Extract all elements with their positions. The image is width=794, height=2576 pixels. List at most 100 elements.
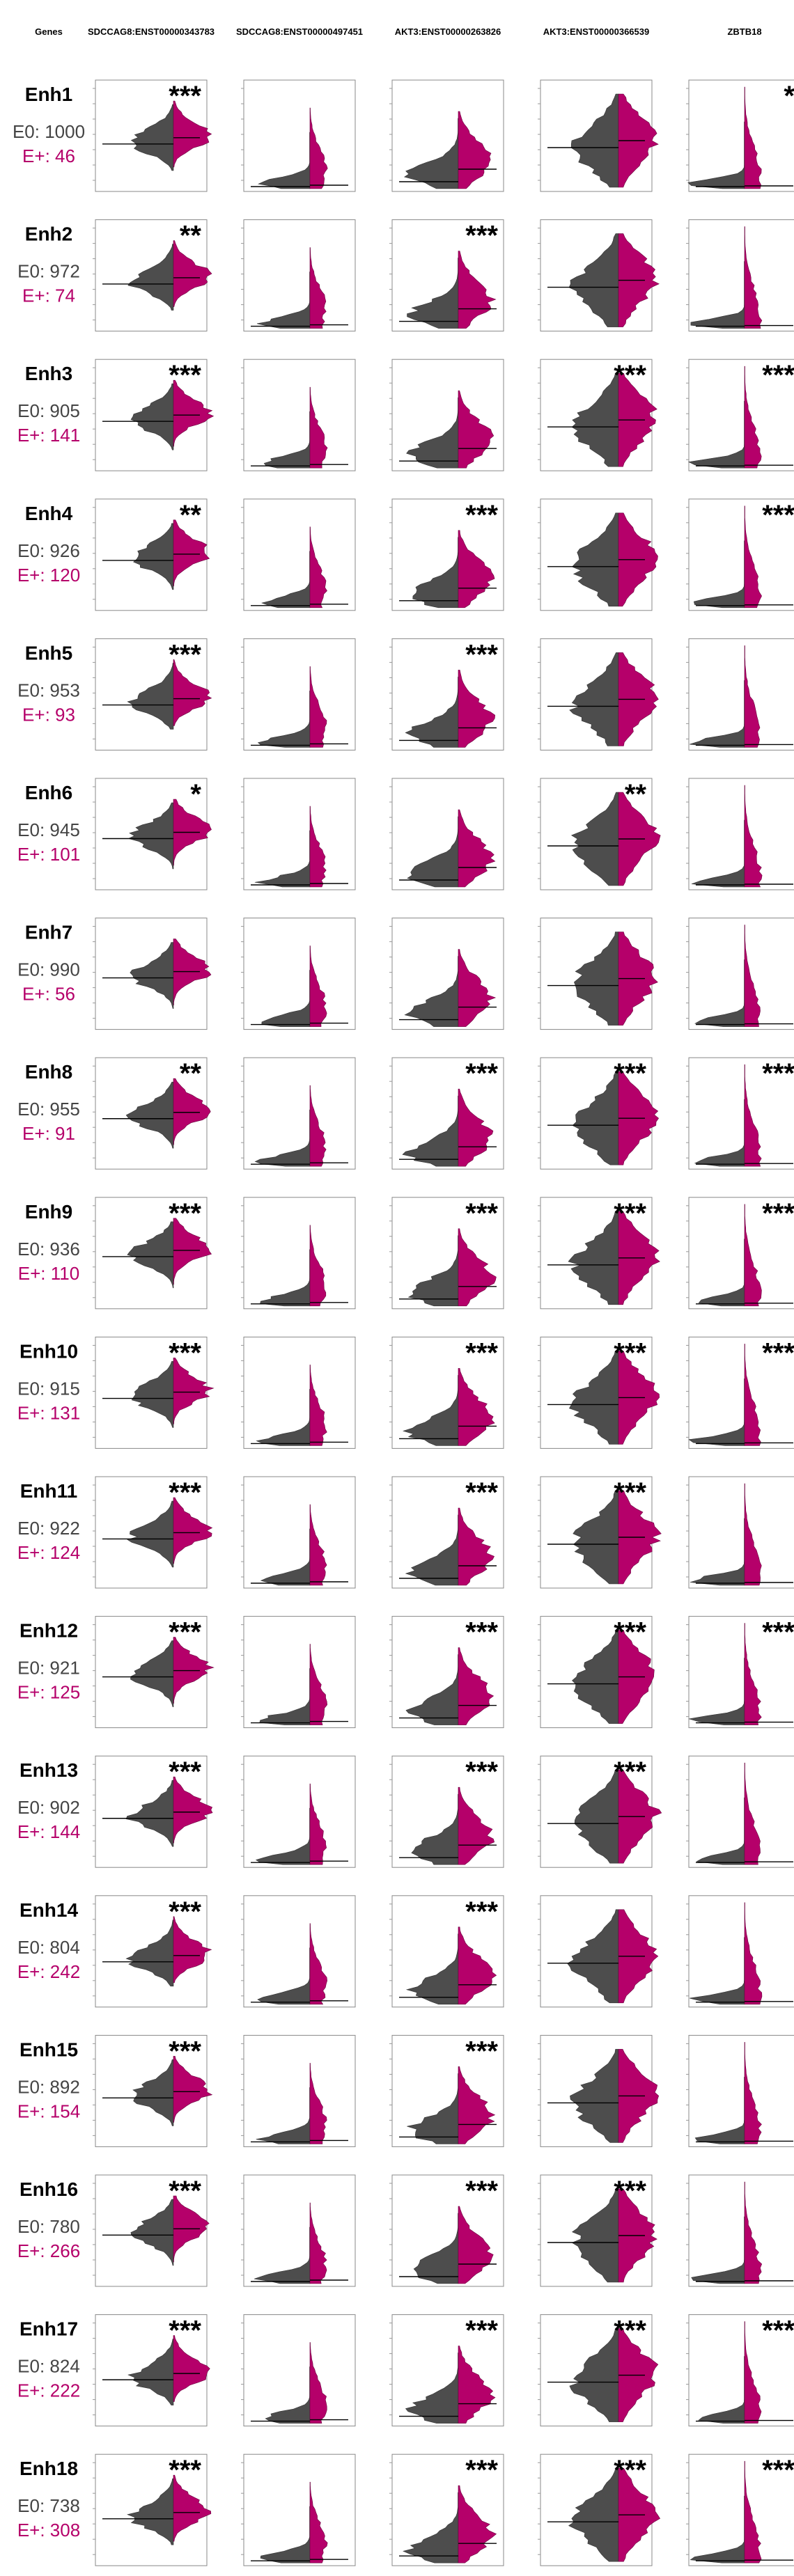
panel-frame — [95, 1616, 208, 1729]
panel-frame — [391, 79, 504, 192]
significance-marker: *** — [169, 1896, 201, 1927]
violin-panel: *** — [538, 1616, 655, 1729]
violin-panel: *** — [93, 2034, 213, 2147]
eplus-count: E+: 124 — [17, 1542, 80, 1563]
violin-e0-half — [570, 93, 619, 188]
violin-eplus-half — [309, 2063, 327, 2144]
violin-panel — [241, 1197, 356, 1310]
violin-panel: *** — [93, 2314, 210, 2427]
panel-frame — [243, 1476, 356, 1589]
violin-e0-half — [130, 383, 174, 450]
row-enh12: Enh12 E0: 921 E+: 125 *** *** *** *** — [17, 1616, 794, 1729]
violin-panel: *** — [389, 2034, 504, 2147]
significance-marker: *** — [169, 2316, 201, 2346]
violin-panel: *** — [538, 1476, 662, 1589]
violin-panel — [241, 1336, 356, 1449]
violin-panel: *** — [93, 1616, 215, 1729]
significance-marker: *** — [762, 1617, 794, 1648]
significance-marker: *** — [169, 639, 201, 670]
row-enh15: Enh15 E0: 892 E+: 154 *** *** — [17, 2034, 794, 2147]
significance-marker: *** — [169, 360, 201, 391]
violin-eplus-half — [309, 1644, 328, 1725]
violin-eplus-half — [309, 1085, 327, 1167]
row-enh18: Enh18 E0: 738 E+: 308 *** *** *** *** — [17, 2453, 794, 2566]
violin-eplus-half — [744, 2181, 763, 2284]
violin-eplus-half — [458, 2485, 497, 2563]
violin-e0-half — [690, 680, 745, 748]
violin-eplus-half — [309, 666, 327, 748]
violin-panel: *** — [93, 1895, 212, 2008]
significance-marker: *** — [465, 1757, 498, 1787]
violin-eplus-half — [309, 1923, 327, 2005]
violin-eplus-half — [744, 1483, 762, 1586]
violin-e0-half — [403, 118, 459, 189]
significance-marker: *** — [465, 1477, 498, 1508]
significance-marker: *** — [465, 2316, 498, 2346]
panel-frame — [391, 1476, 504, 1589]
violin-e0-half — [254, 1109, 311, 1167]
violin-eplus-half — [173, 1497, 213, 1564]
significance-marker: *** — [614, 2176, 646, 2206]
violin-e0-half — [130, 942, 174, 1009]
violin-panel: *** — [389, 219, 504, 332]
panel-frame — [688, 1336, 794, 1449]
violin-eplus-half — [744, 2042, 762, 2144]
panel-frame — [688, 498, 794, 611]
violin-e0-half — [413, 2213, 459, 2284]
violin-e0-half — [256, 272, 311, 329]
violin-e0-half — [254, 830, 311, 888]
violin-eplus-half — [744, 1064, 762, 1167]
violin-eplus-half — [458, 111, 492, 189]
e0-count: E0: 926 — [17, 540, 80, 561]
significance-marker: *** — [169, 1757, 201, 1787]
eplus-count: E+: 141 — [17, 425, 80, 446]
violin-panel — [389, 918, 504, 1030]
violin-eplus-half — [744, 1762, 761, 1865]
violin-e0-half — [571, 2188, 619, 2283]
panel-frame — [243, 2034, 356, 2147]
violin-e0-half — [405, 677, 459, 748]
violin-panel: *** — [389, 1895, 504, 2008]
violin-e0-half — [574, 932, 619, 1026]
violin-panel — [241, 1755, 356, 1868]
e0-count: E0: 804 — [17, 1937, 80, 1958]
row-enh5: Enh5 E0: 953 E+: 93 *** *** — [17, 638, 794, 751]
panel-frame — [243, 1057, 356, 1170]
panel-frame — [391, 2453, 504, 2566]
panel-frame — [540, 359, 653, 471]
violin-e0-half — [405, 1933, 459, 2005]
violin-panel: *** — [686, 359, 794, 471]
violin-panel — [389, 359, 504, 471]
violin-panel — [241, 2174, 356, 2287]
significance-marker: *** — [465, 2036, 498, 2066]
panel-frame — [243, 1895, 356, 2008]
violin-e0-half — [255, 1807, 311, 1865]
violin-panel — [686, 1895, 794, 2008]
violin-e0-half — [411, 1793, 459, 1865]
violin-e0-half — [406, 397, 459, 469]
eplus-count: E+: 74 — [22, 285, 75, 306]
violin-eplus-half — [744, 785, 763, 888]
panel-frame — [243, 1197, 356, 1310]
violin-eplus-half — [458, 1786, 495, 1865]
eplus-count: E+: 266 — [17, 2240, 80, 2261]
violin-e0-half — [127, 2339, 174, 2405]
row-enh13: Enh13 E0: 902 E+: 144 *** *** *** — [17, 1755, 794, 1868]
violin-panel — [241, 498, 356, 611]
eplus-count: E+: 144 — [17, 1821, 80, 1842]
significance-marker: *** — [169, 2176, 201, 2206]
row-label: Enh13 — [20, 1759, 78, 1781]
violin-panel: *** — [93, 1197, 212, 1310]
e0-count: E0: 902 — [17, 1797, 80, 1818]
row-label: Enh2 — [25, 223, 72, 245]
e0-count: E0: 990 — [17, 959, 80, 980]
e0-count: E0: 780 — [17, 2216, 80, 2237]
significance-marker: *** — [169, 1477, 201, 1508]
panel-frame — [540, 918, 653, 1030]
significance-marker: *** — [614, 1337, 646, 1368]
violin-panel: *** — [686, 2314, 794, 2427]
row-label: Enh7 — [25, 922, 72, 943]
significance-marker: *** — [169, 1617, 201, 1648]
